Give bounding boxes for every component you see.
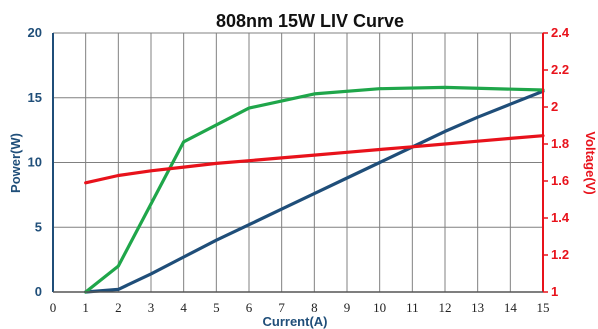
x-tick-label: 12: [439, 300, 452, 315]
x-tick-label: 9: [344, 300, 351, 315]
y-axis-label-left: Power(W): [8, 133, 23, 193]
x-tick-label: 1: [82, 300, 89, 315]
y-right-tick-label: 1.2: [551, 247, 569, 262]
x-tick-label: 5: [213, 300, 220, 315]
y-right-tick-label: 1.8: [551, 136, 569, 151]
series-line-efficiency: [84, 85, 545, 294]
x-tick-label: 4: [180, 300, 187, 315]
y-left-tick-label: 0: [35, 284, 42, 299]
y-left-tick-label: 5: [35, 219, 42, 234]
x-axis-label: Current(A): [263, 314, 328, 329]
y-right-tick-label: 1: [551, 284, 558, 299]
y-right-tick-label: 2.4: [551, 25, 570, 40]
x-tick-label: 2: [115, 300, 122, 315]
x-tick-label: 0: [50, 300, 57, 315]
chart-title: 808nm 15W LIV Curve: [216, 11, 404, 31]
y-axis-label-right: Voltage(V): [583, 131, 598, 194]
y-right-tick-label: 1.4: [551, 210, 570, 225]
x-tick-label: 11: [406, 300, 419, 315]
y-left-tick-label: 10: [28, 155, 42, 170]
series-layer: [84, 85, 545, 294]
x-tick-label: 8: [311, 300, 318, 315]
x-tick-label: 7: [278, 300, 285, 315]
y-right-tick-label: 2: [551, 99, 558, 114]
x-tick-label: 13: [471, 300, 484, 315]
y-left-tick-label: 20: [28, 25, 42, 40]
x-tick-label: 10: [373, 300, 386, 315]
y-left-tick-label: 15: [28, 90, 42, 105]
x-tick-label: 15: [537, 300, 550, 315]
series-line-voltage: [84, 134, 545, 185]
x-tick-label: 3: [148, 300, 155, 315]
axes: [52, 33, 544, 293]
y-right-tick-label: 2.2: [551, 62, 569, 77]
series-line-power: [84, 89, 545, 294]
x-tick-label: 6: [246, 300, 253, 315]
y-right-tick-label: 1.6: [551, 173, 569, 188]
x-tick-label: 14: [504, 300, 518, 315]
